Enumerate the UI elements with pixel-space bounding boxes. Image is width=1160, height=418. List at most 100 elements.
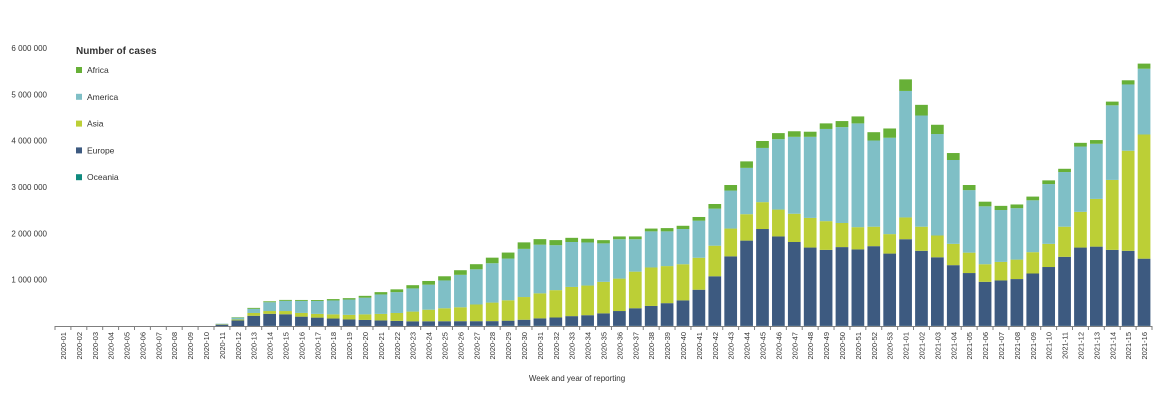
bar-segment-asia [518, 297, 531, 320]
bar-segment-africa [1011, 204, 1024, 208]
bar-segment-africa [1122, 80, 1135, 84]
x-tick-label: 2021-12 [1076, 332, 1085, 360]
bar-segment-africa [1026, 197, 1039, 201]
bar-segment-america [852, 123, 865, 227]
bar-segment-america [454, 275, 467, 307]
bar-segment-europe [422, 321, 435, 326]
bar-segment-europe [836, 247, 849, 326]
x-tick-label: 2020-43 [727, 332, 736, 360]
bar-segment-america [915, 116, 928, 227]
x-tick-label: 2021-09 [1029, 332, 1038, 360]
bar-segment-europe [629, 308, 642, 326]
bar-segment-america [247, 309, 260, 313]
bar-segment-america [1026, 200, 1039, 252]
bar-stack [629, 236, 642, 326]
bar-segment-asia [693, 258, 706, 290]
bar-segment-asia [454, 307, 467, 321]
bar-segment-europe [804, 248, 817, 326]
bar-segment-america [438, 280, 451, 308]
bar-segment-america [295, 301, 308, 313]
bar-segment-europe [231, 320, 244, 326]
bar-segment-america [820, 129, 833, 221]
bar-segment-africa [931, 125, 944, 134]
bar-segment-asia [1042, 244, 1055, 267]
bar-segment-america [693, 221, 706, 258]
x-tick-label: 2020-53 [886, 332, 895, 360]
bar-segment-africa [995, 206, 1008, 210]
bar-segment-america [470, 269, 483, 304]
legend-item-america: America [76, 92, 118, 102]
bar-stack [836, 121, 849, 326]
bar-segment-america [979, 206, 992, 264]
bar-segment-europe [661, 303, 674, 326]
bar-segment-asia [995, 262, 1008, 281]
bar-segment-africa [247, 308, 260, 309]
bar-segment-africa [804, 132, 817, 137]
bar-stack [708, 204, 721, 326]
x-tick-label: 2020-10 [202, 332, 211, 360]
x-tick-label: 2020-27 [472, 332, 481, 360]
bar-segment-asia [311, 314, 324, 318]
x-tick-label: 2020-38 [647, 332, 656, 360]
bar-segment-europe [1090, 247, 1103, 326]
bar-segment-america [1058, 172, 1071, 227]
bar-segment-africa [915, 105, 928, 116]
x-tick-label: 2020-24 [425, 332, 434, 360]
bar-stack [899, 79, 912, 326]
bar-stack [422, 281, 435, 326]
bar-segment-europe [375, 320, 388, 326]
bar-segment-europe [677, 300, 690, 325]
bar-segment-asia [581, 286, 594, 316]
bar-segment-africa [597, 240, 610, 243]
bar-segment-africa [470, 264, 483, 269]
bar-segment-america [375, 294, 388, 313]
x-tick-label: 2020-22 [393, 332, 402, 360]
bar-segment-africa [613, 236, 626, 239]
bar-segment-africa [327, 299, 340, 300]
bar-segment-america [1138, 69, 1151, 135]
bar-segment-europe [820, 250, 833, 326]
bar-segment-asia [406, 312, 419, 322]
bar-segment-asia [772, 210, 785, 237]
bar-segment-america [581, 242, 594, 285]
bar-segment-asia [883, 234, 896, 253]
bar-segment-europe [597, 313, 610, 326]
legend-swatch [76, 174, 82, 180]
x-tick-label: 2020-49 [822, 332, 831, 360]
bar-segment-europe [1106, 250, 1119, 326]
bar-stack [565, 238, 578, 326]
x-tick-label: 2020-44 [743, 332, 752, 360]
bar-segment-europe [1122, 251, 1135, 326]
bar-segment-asia [565, 287, 578, 316]
bar-segment-asia [1138, 135, 1151, 259]
bar-stack [1122, 80, 1135, 326]
bar-stack [534, 239, 547, 326]
bar-segment-africa [820, 123, 833, 129]
x-tick-label: 2020-33 [568, 332, 577, 360]
bar-segment-asia [963, 253, 976, 273]
bar-segment-america [486, 263, 499, 302]
x-tick-label: 2020-35 [600, 332, 609, 360]
x-tick-label: 2020-13 [250, 332, 259, 360]
bar-segment-africa [1090, 140, 1103, 144]
x-tick-label: 2020-46 [774, 332, 783, 360]
bar-segment-europe [693, 290, 706, 326]
x-tick-label: 2020-05 [123, 332, 132, 360]
bar-stack [231, 317, 244, 326]
bar-segment-europe [263, 314, 276, 326]
bar-stack [1011, 204, 1024, 326]
bar-segment-africa [565, 238, 578, 242]
bar-segment-asia [613, 279, 626, 311]
bar-stack [979, 202, 992, 326]
x-tick-label: 2020-31 [536, 332, 545, 360]
bar-segment-america [724, 191, 737, 229]
bar-segment-africa [263, 301, 276, 302]
bar-segment-america [1011, 208, 1024, 259]
bar-segment-africa [788, 131, 801, 137]
bar-segment-europe [740, 241, 753, 326]
bar-stack [279, 300, 292, 326]
y-tick-label: 2 000 000 [11, 229, 47, 238]
bar-segment-africa [1138, 64, 1151, 69]
bar-segment-america [740, 168, 753, 214]
